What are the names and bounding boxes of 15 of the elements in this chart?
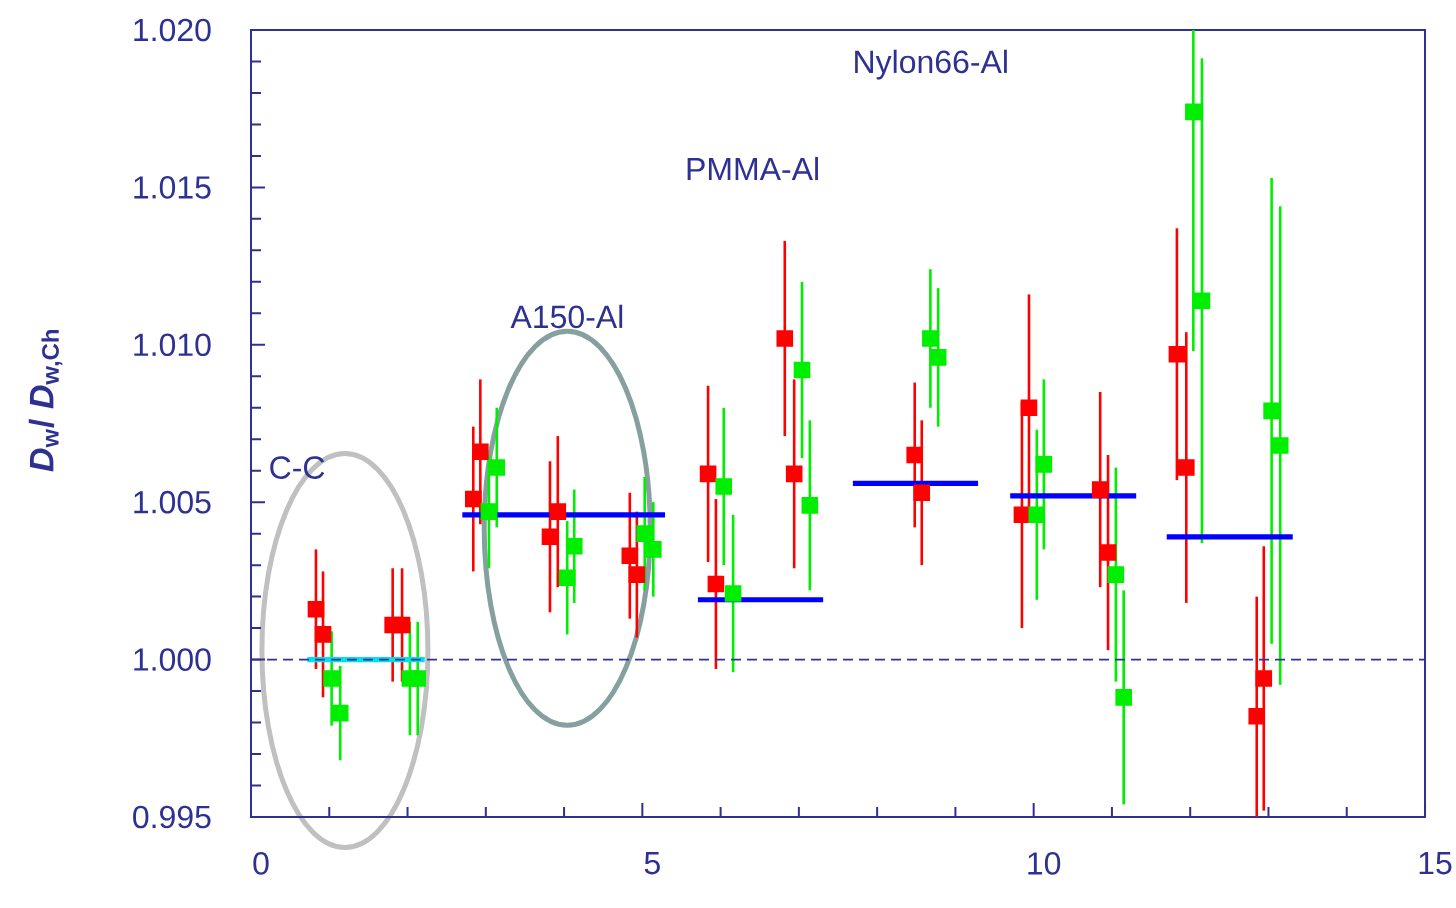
x-tick-label: 5 <box>644 852 660 875</box>
y-tick-label: 1.015 <box>134 176 211 199</box>
annotation: C-C <box>270 456 325 479</box>
annotation: A150-Al <box>510 304 623 329</box>
x-tick-label: 10 <box>1028 852 1061 875</box>
annotation: PMMA-Al <box>687 156 818 181</box>
y-axis-title: D$_{w}$/ D$_{w,Ch}$ <box>28 330 63 472</box>
y-tick-label: 1.010 <box>134 333 211 357</box>
y-tick-label: 1.020 <box>134 18 211 42</box>
x-tick-label: 0 <box>253 852 269 875</box>
y-tick-label: 1.005 <box>134 490 211 514</box>
y-tick-label: 1.000 <box>134 648 211 671</box>
y-tick-label: 0.995 <box>133 805 211 829</box>
x-tick-label: 15 <box>1419 852 1452 875</box>
annotation: Nylon66-Al <box>855 49 1007 80</box>
